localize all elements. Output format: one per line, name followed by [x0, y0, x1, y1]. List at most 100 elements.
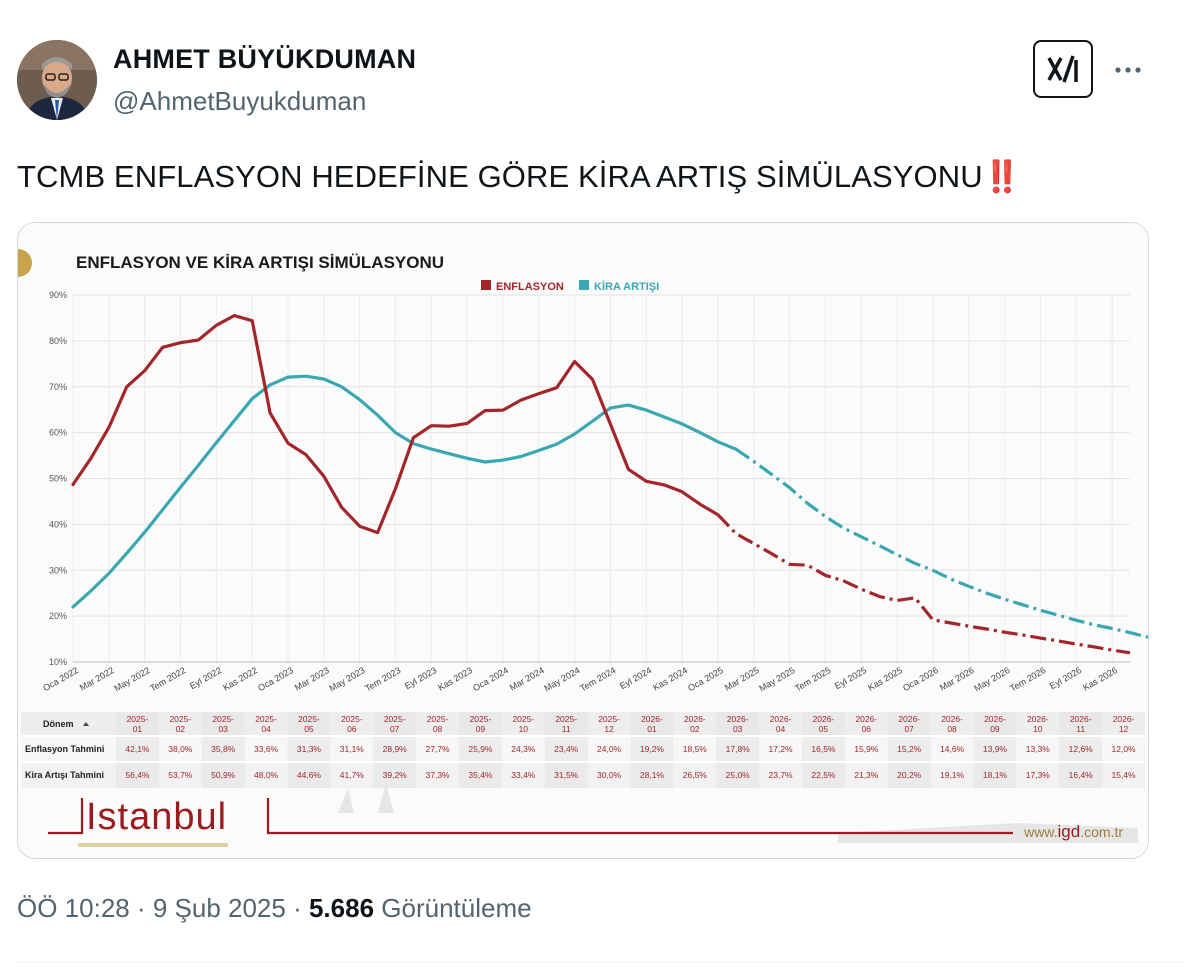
- table-period-month: 03: [733, 724, 743, 734]
- legend-label-kira: KİRA ARTIŞI: [594, 280, 659, 293]
- author-name[interactable]: AHMET BÜYÜKDUMAN: [113, 44, 417, 74]
- tweet-text-body: TCMB ENFLASYON HEDEFİNE GÖRE KİRA ARTIŞ …: [17, 159, 983, 194]
- table-period-month: 10: [1033, 724, 1043, 734]
- footer-separator-2: ·: [285, 893, 309, 923]
- table-cell-value: 16,5%: [811, 744, 836, 754]
- table-period-month: 02: [176, 724, 186, 734]
- author-avatar[interactable]: [17, 40, 97, 120]
- table-period-year: 2026-: [727, 714, 749, 724]
- table-period-month: 12: [604, 724, 614, 734]
- table-period-month: 05: [819, 724, 829, 734]
- website-url: www.igd.com.tr: [1023, 822, 1123, 841]
- table-cell-value: 44,6%: [297, 770, 322, 780]
- series-enflasyon-forecast-line: [716, 513, 1131, 655]
- y-tick-label: 70%: [49, 382, 67, 392]
- table-column-shade: [116, 712, 159, 788]
- table-period-year: 2026-: [641, 714, 663, 724]
- table-period-year: 2025-: [341, 714, 363, 724]
- table-cell-value: 42,1%: [125, 744, 150, 754]
- table-cell-value: 48,0%: [254, 770, 279, 780]
- table-column-shade: [373, 712, 417, 788]
- y-tick-label: 80%: [49, 336, 67, 346]
- table-cell-value: 25,9%: [468, 744, 493, 754]
- table-cell-value: 24,3%: [511, 744, 536, 754]
- table-cell-value: 19,2%: [640, 744, 665, 754]
- table-period-month: 09: [990, 724, 1000, 734]
- table-period-month: 08: [947, 724, 957, 734]
- series-enflasyon-actual-line: [71, 313, 720, 535]
- table-cell-value: 31,1%: [340, 744, 365, 754]
- series-kira-actual-line: [71, 374, 738, 609]
- logo-underline: [48, 798, 1013, 835]
- table-period-month: 08: [433, 724, 443, 734]
- table-cell-value: 35,4%: [468, 770, 493, 780]
- table-cell-value: 27,7%: [426, 744, 451, 754]
- table-column-shade: [1059, 712, 1103, 788]
- table-cell-value: 56,4%: [125, 770, 150, 780]
- table-cell-value: 15,2%: [897, 744, 922, 754]
- divider: [17, 962, 1183, 963]
- table-row-label: Kira Artışı Tahmini: [25, 770, 104, 780]
- table-period-month: 11: [562, 724, 571, 734]
- table-period-year: 2026-: [1113, 714, 1135, 724]
- table-period-month: 06: [347, 724, 357, 734]
- more-options-button[interactable]: [1113, 55, 1145, 85]
- author-handle[interactable]: @AhmetBuyukduman: [113, 86, 367, 116]
- y-tick-label: 50%: [49, 474, 67, 484]
- y-tick-label: 40%: [49, 519, 67, 529]
- table-cell-value: 15,9%: [854, 744, 879, 754]
- table-period-month: 06: [862, 724, 872, 734]
- sort-asc-icon: [83, 722, 89, 726]
- table-period-year: 2026-: [770, 714, 792, 724]
- tweet-footer: ÖÖ 10:28 · 9 Şub 2025 · 5.686 Görüntülem…: [17, 893, 532, 924]
- table-period-year: 2026-: [898, 714, 920, 724]
- table-cell-value: 13,3%: [1026, 744, 1051, 754]
- table-cell-value: 13,9%: [983, 744, 1008, 754]
- table-period-year: 2025-: [255, 714, 277, 724]
- double-exclamation-emoji: ‼️: [982, 159, 1022, 194]
- table-period-year: 2025-: [384, 714, 406, 724]
- table-column-shade: [459, 712, 502, 788]
- table-cell-value: 23,7%: [769, 770, 794, 780]
- table-column-shade: [630, 712, 674, 788]
- table-period-year: 2026-: [684, 714, 706, 724]
- table-row-label: Enflasyon Tahmini: [25, 744, 104, 754]
- footer-separator: ·: [129, 893, 153, 923]
- views-label: Görüntüleme: [381, 893, 532, 923]
- tweet-time[interactable]: ÖÖ 10:28: [17, 893, 130, 923]
- table-cell-value: 21,3%: [854, 770, 879, 780]
- table-cell-value: 39,2%: [383, 770, 408, 780]
- chart-image-card[interactable]: ENFLASYON VE KİRA ARTIŞI SİMÜLASYONU ENFL…: [17, 222, 1149, 859]
- tweet-date[interactable]: 9 Şub 2025: [152, 893, 286, 923]
- skyline-decoration: [338, 783, 1138, 843]
- table-column-shade: [287, 712, 331, 788]
- table-period-year: 2025-: [555, 714, 577, 724]
- table-cell-value: 16,4%: [1069, 770, 1094, 780]
- table-cell-value: 23,4%: [554, 744, 579, 754]
- table-period-year: 2025-: [298, 714, 320, 724]
- table-period-year: 2026-: [855, 714, 877, 724]
- table-period-year: 2025-: [512, 714, 534, 724]
- y-tick-label: 20%: [49, 611, 67, 621]
- table-cell-value: 30,0%: [597, 770, 622, 780]
- table-cell-value: 35,8%: [211, 744, 236, 754]
- chart-title: ENFLASYON VE KİRA ARTIŞI SİMÜLASYONU: [76, 253, 444, 272]
- y-tick-label: 30%: [49, 565, 67, 575]
- table-period-month: 05: [304, 724, 314, 734]
- table-period-year: 2026-: [984, 714, 1006, 724]
- grok-button[interactable]: [1033, 40, 1093, 98]
- series-kira-forecast-line: [734, 447, 1148, 639]
- legend-swatch-enflasyon: [481, 280, 491, 290]
- table-period-month: 09: [476, 724, 486, 734]
- table-period-month: 11: [1076, 724, 1085, 734]
- table-cell-value: 19,1%: [940, 770, 965, 780]
- table-period-year: 2026-: [1070, 714, 1092, 724]
- table-period-month: 02: [690, 724, 700, 734]
- table-cell-value: 31,3%: [297, 744, 322, 754]
- table-column-shade: [973, 712, 1017, 788]
- y-tick-label: 90%: [49, 290, 67, 300]
- table-period-year: 2026-: [1027, 714, 1049, 724]
- table-period-month: 07: [390, 724, 400, 734]
- logo-subtitle-decoration: [78, 843, 228, 847]
- table-period-month: 04: [261, 724, 271, 734]
